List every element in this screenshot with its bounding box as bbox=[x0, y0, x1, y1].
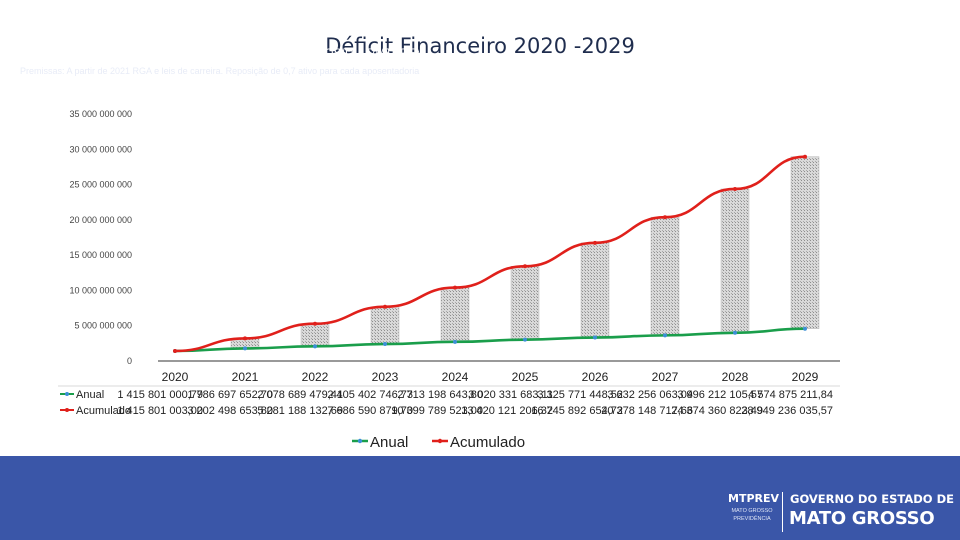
table-cell-anual-2021: 1 786 697 652,70 bbox=[187, 389, 273, 401]
y-axis: 35 000 000 000 30 000 000 000 25 000 000 0… bbox=[69, 109, 132, 366]
table-cell-anual-2028: 3 996 212 105,57 bbox=[677, 389, 763, 401]
line-acumulado bbox=[173, 155, 807, 353]
point-anual-2026 bbox=[593, 335, 597, 340]
table-cell-acumulado-2029: 28 949 236 035,57 bbox=[741, 405, 833, 417]
chart-svg: 35 000 000 000 30 000 000 000 25 000 000 0… bbox=[58, 109, 840, 451]
footer-bar bbox=[0, 456, 960, 540]
x-tick-label: 2025 bbox=[512, 370, 539, 384]
table-cell-anual-2027: 3 632 256 063,04 bbox=[607, 389, 693, 401]
point-anual-2022 bbox=[313, 344, 317, 349]
table-cell-acumulado-2028: 24 374 360 823,49 bbox=[671, 405, 763, 417]
legend: Anual Acumulado bbox=[352, 434, 525, 451]
y-tick-label: 0 bbox=[127, 356, 132, 366]
legend-label-acumulado: Acumulado bbox=[450, 434, 525, 451]
mtprev-logo-text: MTPREV bbox=[728, 492, 780, 505]
point-anual-2028 bbox=[733, 330, 737, 335]
bar-2024 bbox=[440, 287, 470, 343]
government-logo-line1: GOVERNO DO ESTADO DE bbox=[790, 492, 954, 506]
y-tick-label: 30 000 000 000 bbox=[69, 144, 132, 154]
table-cell-anual-2029: 4 574 875 211,84 bbox=[748, 389, 833, 401]
table-row-label-anual: Anual bbox=[76, 389, 104, 401]
series-lines bbox=[173, 154, 807, 354]
x-tick-label: 2021 bbox=[232, 370, 259, 384]
table-cell-acumulado-2020: 1 415 801 003,00 bbox=[117, 405, 203, 417]
y-tick-label: 10 000 000 000 bbox=[69, 285, 132, 295]
x-tick-label: 2028 bbox=[722, 370, 749, 384]
mtprev-sub-line2: PREVIDÊNCIA bbox=[733, 516, 771, 522]
table-row-label-acumulado: Acumulado bbox=[76, 405, 131, 417]
point-acumulado-2028 bbox=[733, 186, 737, 191]
bar-2029 bbox=[790, 156, 820, 329]
table-cell-anual-2026: 3 325 771 448,52 bbox=[537, 389, 623, 401]
table-cell-acumulado-2025: 13 420 121 206,32 bbox=[461, 405, 553, 417]
table-legend-marker-acumulado bbox=[65, 408, 69, 412]
logo-divider bbox=[782, 492, 783, 532]
x-tick-label: 2027 bbox=[652, 370, 679, 384]
point-acumulado-2021 bbox=[243, 336, 247, 341]
point-acumulado-2027 bbox=[663, 215, 667, 220]
point-anual-2021 bbox=[243, 346, 247, 351]
y-tick-label: 25 000 000 000 bbox=[69, 180, 132, 190]
point-anual-2025 bbox=[523, 337, 527, 342]
y-tick-label: 20 000 000 000 bbox=[69, 215, 132, 225]
point-anual-2024 bbox=[453, 339, 457, 344]
footer-title: ELABORAÇÃO COORDENAÇÃO DE GESTÃO DE ATIV… bbox=[26, 48, 425, 60]
x-tick-label: 2024 bbox=[442, 370, 469, 384]
table-cell-acumulado-2023: 7 686 590 879,70 bbox=[327, 405, 413, 417]
table-cell-acumulado-2027: 20 378 148 717,66 bbox=[601, 405, 693, 417]
x-tick-label: 2026 bbox=[582, 370, 609, 384]
table-cell-anual-2025: 3 020 331 683,11 bbox=[468, 389, 553, 401]
data-table: Anual 1 415 801 000,791 786 697 652,702 0… bbox=[58, 385, 840, 417]
table-cell-anual-2020: 1 415 801 000,79 bbox=[117, 389, 203, 401]
legend-marker-acumulado bbox=[437, 438, 443, 444]
table-cell-acumulado-2021: 3 202 498 653,80 bbox=[187, 405, 273, 417]
table-cell-anual-2023: 2 405 402 746,73 bbox=[327, 389, 413, 401]
mtprev-sub-line1: MATO GROSSO bbox=[731, 508, 773, 514]
bar-2022 bbox=[300, 323, 330, 347]
point-acumulado-2029 bbox=[803, 154, 807, 159]
point-acumulado-2024 bbox=[453, 285, 457, 290]
x-tick-label: 2020 bbox=[162, 370, 189, 384]
table-cell-acumulado-2024: 10 399 789 523,00 bbox=[391, 405, 483, 417]
x-tick-label: 2029 bbox=[792, 370, 819, 384]
line-anual bbox=[173, 327, 807, 353]
point-acumulado-2026 bbox=[593, 240, 597, 245]
point-anual-2029 bbox=[803, 326, 807, 331]
legend-label-anual: Anual bbox=[370, 434, 408, 451]
point-anual-2027 bbox=[663, 333, 667, 338]
footer-note: Premissas: A partir de 2021 RGA e leis d… bbox=[20, 66, 420, 76]
table-cell-acumulado-2026: 16 745 892 654,72 bbox=[531, 405, 623, 417]
stacked-bars bbox=[158, 156, 840, 362]
legend-marker-anual bbox=[357, 438, 363, 444]
table-cell-anual-2024: 2 713 198 643,80 bbox=[397, 389, 483, 401]
x-tick-label: 2022 bbox=[302, 370, 329, 384]
y-tick-label: 5 000 000 000 bbox=[74, 321, 132, 331]
point-acumulado-2020 bbox=[173, 349, 177, 354]
bar-2023 bbox=[370, 306, 400, 345]
logo-area: MTPREV MATO GROSSO PREVIDÊNCIA GOVERNO D… bbox=[728, 492, 954, 534]
y-tick-label: 15 000 000 000 bbox=[69, 250, 132, 260]
point-acumulado-2022 bbox=[313, 321, 317, 326]
y-tick-label: 35 000 000 000 bbox=[69, 109, 132, 119]
point-acumulado-2025 bbox=[523, 264, 527, 269]
bar-2026 bbox=[580, 242, 610, 338]
mtprev-logo-subtext: MATO GROSSO PREVIDÊNCIA bbox=[728, 507, 776, 523]
chart-title: Déficit Financeiro 2020 -2029 bbox=[325, 34, 635, 58]
table-cell-anual-2022: 2 078 689 479,41 bbox=[257, 389, 343, 401]
bar-2027 bbox=[650, 216, 680, 336]
bar-2028 bbox=[720, 188, 750, 334]
bar-2025 bbox=[510, 266, 540, 340]
point-anual-2023 bbox=[383, 342, 387, 347]
table-legend-marker-anual bbox=[65, 392, 69, 396]
table-cell-acumulado-2022: 5 281 188 132,69 bbox=[257, 405, 343, 417]
x-tick-label: 2023 bbox=[372, 370, 399, 384]
government-logo-line2: MATO GROSSO bbox=[789, 508, 935, 529]
x-axis-labels: 2020 2021 2022 2023 2024 2025 2026 2027 2028 2029 bbox=[162, 370, 819, 384]
point-acumulado-2023 bbox=[383, 304, 387, 309]
